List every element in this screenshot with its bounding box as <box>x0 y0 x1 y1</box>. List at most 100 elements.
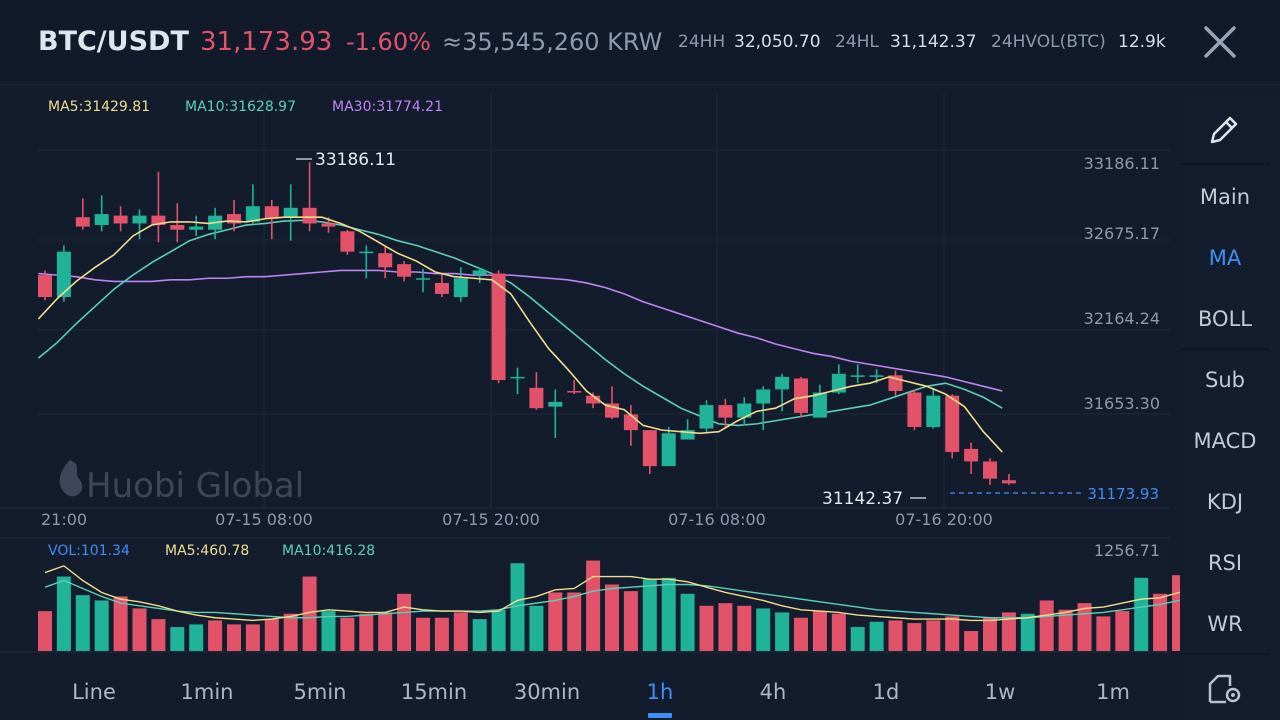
vol-ma10-legend: MA10:416.28 <box>282 543 375 559</box>
volume-bar <box>699 605 714 651</box>
pencil-icon[interactable] <box>1206 112 1242 148</box>
ma10-legend: MA10:31628.97 <box>185 99 296 115</box>
volume-bar <box>321 611 336 651</box>
volume-bar <box>302 576 317 651</box>
candle-body <box>567 390 582 393</box>
timeframe-1m[interactable]: 1m <box>1096 680 1130 704</box>
kline-chart[interactable]: Huobi Global MA5:31429.81 MA10:31628.97 … <box>0 94 1180 720</box>
candle-body <box>548 401 563 407</box>
ma30-line <box>38 269 1003 392</box>
x-tick: 07-16 08:00 <box>668 510 766 529</box>
close-icon[interactable] <box>1200 22 1240 62</box>
volume-bar <box>491 609 506 651</box>
candle-body <box>151 215 166 226</box>
ma10-line <box>37 219 1003 427</box>
volume-bar <box>453 612 468 651</box>
volume-bar <box>1001 612 1016 651</box>
candle-body <box>416 278 430 280</box>
sidebar-item-rsi[interactable]: RSI <box>1207 551 1243 575</box>
stat-24h-high-label: 24HH <box>678 32 726 52</box>
volume-bar <box>831 613 846 651</box>
candle-body <box>850 375 865 377</box>
sidebar-item-macd[interactable]: MACD <box>1193 429 1257 453</box>
candle-body <box>75 217 90 227</box>
trading-pair: BTC/USDT <box>38 26 189 57</box>
volume-bar <box>416 617 430 651</box>
timeframe-1min[interactable]: 1min <box>180 680 234 704</box>
timeframe-15min[interactable]: 15min <box>400 680 468 704</box>
timeframe-1h[interactable]: 1h <box>646 680 674 704</box>
price-change: -1.60% <box>346 28 431 56</box>
volume-bar <box>189 624 204 651</box>
volume-bar <box>737 605 752 651</box>
candle-body <box>397 264 412 277</box>
volume-bar <box>245 624 260 651</box>
candle-body <box>227 214 241 224</box>
ticker-header: BTC/USDT 31,173.93 -1.60% ≈35,545,260 KR… <box>0 0 1280 85</box>
low-label: 31142.37 <box>822 489 903 509</box>
volume-bar <box>264 619 279 651</box>
candle-body <box>945 395 960 453</box>
volume-bar <box>548 592 563 651</box>
vol-max-label: 1256.71 <box>1094 541 1160 560</box>
volume-bar <box>1058 609 1073 651</box>
candle-body <box>359 251 374 254</box>
candles <box>38 162 1016 485</box>
vol-legend: VOL:101.34 <box>48 543 130 559</box>
last-price: 31,173.93 <box>200 27 333 57</box>
timeframe-1d[interactable]: 1d <box>872 680 900 704</box>
timeframe-5min[interactable]: 5min <box>293 680 347 704</box>
timeframe-line[interactable]: Line <box>72 680 116 704</box>
stat-24h-low-value: 31,142.37 <box>890 32 977 52</box>
volume-bar <box>1096 616 1111 651</box>
volume-bar <box>964 631 979 651</box>
candle-body <box>113 215 128 224</box>
sidebar-item-ma[interactable]: MA <box>1208 246 1242 270</box>
indicator-sidebar <box>1180 94 1280 720</box>
sidebar-item-sub[interactable]: Sub <box>1205 368 1245 392</box>
candle-body <box>321 223 336 227</box>
volume-bar <box>227 624 241 651</box>
sidebar-divider <box>1180 163 1270 165</box>
candle-body <box>38 275 52 298</box>
volume-bar <box>586 560 601 651</box>
candle-body <box>472 270 487 276</box>
volume-ma-lines <box>44 565 1180 622</box>
ma10-polyline <box>37 219 1003 427</box>
krw-equivalent: ≈35,545,260 KRW <box>442 28 663 56</box>
y-tick: 32675.17 <box>1084 224 1160 243</box>
volume-bar <box>680 593 695 651</box>
x-tick: 21:00 <box>41 510 87 529</box>
candle-body <box>586 395 601 404</box>
volume-bar <box>926 620 941 651</box>
high-label: 33186.11 <box>315 150 396 170</box>
timeframe-30min[interactable]: 30min <box>513 680 581 704</box>
chart-grid <box>0 94 1170 653</box>
candle-body <box>718 405 733 418</box>
sidebar-item-kdj[interactable]: KDJ <box>1206 490 1244 514</box>
sidebar-item-boll[interactable]: BOLL <box>1198 307 1252 331</box>
x-tick: 07-16 20:00 <box>895 510 993 529</box>
settings-icon[interactable] <box>1206 672 1244 706</box>
candle-body <box>453 278 468 298</box>
watermark: Huobi Global <box>59 460 304 506</box>
timeframe-1w[interactable]: 1w <box>984 680 1016 704</box>
candle-body <box>642 430 657 467</box>
volume-bar <box>510 563 525 651</box>
volume-bar <box>113 596 128 651</box>
volume-bar <box>1134 577 1149 651</box>
candle-body <box>926 395 941 428</box>
sidebar-divider <box>1180 653 1270 655</box>
volume-bar <box>359 613 374 651</box>
current-price-label: 31173.93 <box>1087 485 1159 503</box>
volume-bar <box>812 611 827 651</box>
candle-body <box>869 375 884 377</box>
candle-body <box>378 253 393 268</box>
sidebar-item-wr[interactable]: WR <box>1207 612 1243 636</box>
vol-ma5-polyline <box>44 565 1180 622</box>
ma30-legend: MA30:31774.21 <box>332 99 443 115</box>
volume-bar <box>1020 613 1035 651</box>
sidebar-item-main[interactable]: Main <box>1199 185 1251 209</box>
timeframe-4h[interactable]: 4h <box>759 680 787 704</box>
volume-bar <box>56 576 71 651</box>
